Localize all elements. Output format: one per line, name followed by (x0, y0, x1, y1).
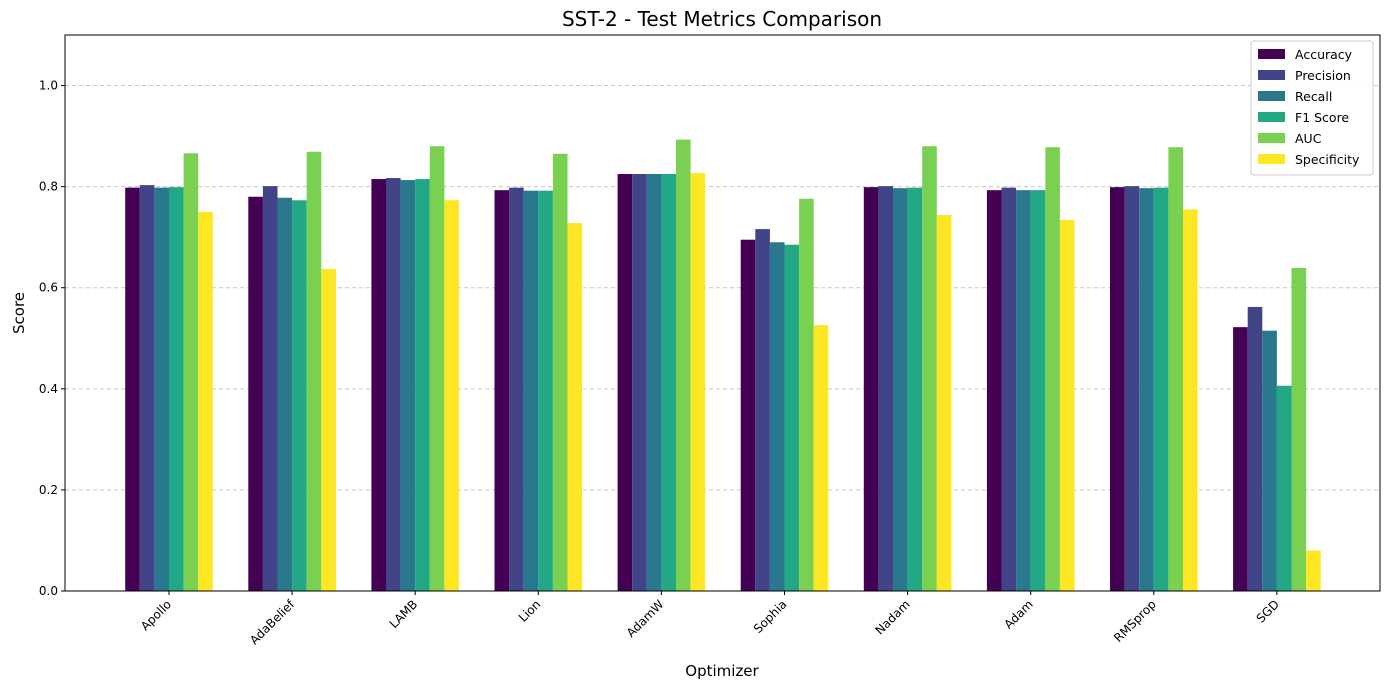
x-axis: Apollo AdaBelief LAMB Lion AdamW Sophia Nadam A… (138, 591, 1282, 647)
bar-sophia-accuracy (740, 239, 756, 591)
bar-lamb-auc (429, 146, 445, 591)
x-tick-label: Apollo (138, 597, 174, 633)
x-tick-label: AdamW (624, 597, 667, 640)
x-tick-label: AdaBelief (247, 597, 298, 648)
bar-nadam-auc (922, 146, 937, 591)
bar-lion-recall (523, 190, 539, 591)
legend-label: Precision (1295, 68, 1351, 83)
bar-apollo-auc (183, 153, 199, 591)
bar-nadam-precision (878, 186, 893, 591)
bar-rmsprop-specificity (1183, 209, 1198, 591)
bar-apollo-recall (154, 187, 169, 591)
bar-adam-recall (1016, 190, 1031, 591)
bar-adamw-recall (646, 174, 662, 591)
x-tick-label: LAMB (387, 597, 421, 631)
bar-rmsprop-precision (1124, 186, 1140, 591)
bar-adam-specificity (1059, 219, 1075, 591)
bar-sgd-accuracy (1233, 327, 1248, 591)
bar-adabelief-precision (262, 186, 278, 591)
bar-sgd-f1-score (1276, 385, 1292, 591)
bar-adamw-precision (632, 174, 647, 591)
x-tick-label: Adam (1001, 597, 1035, 631)
bar-lion-accuracy (494, 190, 510, 591)
bar-nadam-recall (893, 188, 908, 592)
bar-rmsprop-recall (1139, 188, 1154, 592)
bars (125, 139, 1321, 592)
legend: Accuracy Precision Recall F1 Score AUC Specif… (1250, 40, 1374, 176)
bar-lion-auc (552, 153, 568, 592)
chart-title: SST-2 - Test Metrics Comparison (562, 7, 882, 31)
legend-label: AUC (1295, 131, 1322, 146)
bar-apollo-f1-score (169, 187, 184, 591)
legend-swatch (1258, 133, 1285, 143)
y-tick-label: 0.4 (39, 382, 58, 396)
bar-sophia-auc (799, 198, 814, 591)
x-axis-title: Optimizer (685, 662, 759, 680)
x-tick-label: Sophia (751, 597, 790, 636)
x-tick-label: RMSprop (1111, 597, 1159, 645)
bar-sgd-precision (1247, 306, 1263, 591)
bar-adamw-accuracy (617, 174, 633, 591)
bar-adabelief-f1-score (292, 200, 307, 591)
legend-label: Accuracy (1295, 47, 1353, 62)
bar-lion-specificity (567, 223, 583, 591)
legend-swatch (1258, 70, 1285, 80)
plot-frame (64, 34, 1381, 592)
bar-nadam-f1-score (907, 187, 923, 591)
bar-sgd-recall (1262, 330, 1277, 591)
bar-adabelief-accuracy (248, 196, 263, 591)
bar-nadam-accuracy (863, 187, 879, 591)
y-axis-title: Score (10, 292, 28, 334)
bar-adamw-specificity (690, 172, 706, 592)
bar-sophia-precision (755, 229, 770, 591)
bar-adabelief-auc (306, 151, 322, 591)
bar-lion-precision (509, 187, 524, 591)
bar-adam-f1-score (1030, 190, 1046, 591)
legend-swatch (1258, 154, 1285, 164)
legend-swatch (1258, 112, 1285, 122)
y-axis: 0.0 0.2 0.4 0.6 0.8 1.0 (39, 79, 65, 598)
bar-adam-precision (1001, 187, 1017, 591)
x-tick-label: Lion (516, 597, 544, 625)
x-tick-label: SGD (1254, 597, 1282, 625)
legend-swatch (1258, 49, 1285, 59)
bar-rmsprop-auc (1168, 147, 1183, 591)
y-tick-label: 0.0 (39, 584, 58, 598)
bar-lamb-recall (400, 180, 416, 591)
bar-apollo-precision (139, 185, 155, 591)
bar-sophia-recall (769, 242, 785, 591)
bar-lion-f1-score (538, 190, 553, 591)
bar-adamw-auc (676, 139, 691, 591)
y-tick-label: 0.2 (39, 483, 58, 497)
y-tick-label: 0.6 (39, 281, 58, 295)
y-tick-label: 0.8 (39, 180, 58, 194)
bar-sophia-f1-score (784, 244, 800, 591)
x-tick-label: Nadam (872, 597, 912, 637)
y-tick-label: 1.0 (39, 79, 58, 93)
bar-lamb-precision (386, 178, 401, 591)
legend-label: Recall (1295, 89, 1332, 104)
bar-apollo-specificity (198, 211, 213, 591)
legend-swatch (1258, 91, 1285, 101)
bar-apollo-accuracy (125, 187, 140, 591)
bar-adabelief-recall (277, 197, 293, 592)
bar-adam-accuracy (986, 190, 1002, 591)
bar-lamb-accuracy (371, 179, 386, 591)
bar-adamw-f1-score (661, 174, 676, 591)
bar-sophia-specificity (813, 325, 829, 591)
bar-rmsprop-f1-score (1153, 187, 1169, 591)
bar-nadam-specificity (936, 214, 952, 591)
bar-rmsprop-accuracy (1110, 187, 1125, 591)
bar-adabelief-specificity (321, 269, 336, 591)
bar-sgd-auc (1291, 268, 1307, 591)
bar-lamb-f1-score (415, 179, 430, 591)
legend-label: F1 Score (1295, 110, 1349, 125)
bar-sgd-specificity (1306, 550, 1321, 591)
bar-adam-auc (1045, 147, 1060, 591)
bar-lamb-specificity (444, 200, 459, 591)
legend-label: Specificity (1295, 152, 1360, 167)
